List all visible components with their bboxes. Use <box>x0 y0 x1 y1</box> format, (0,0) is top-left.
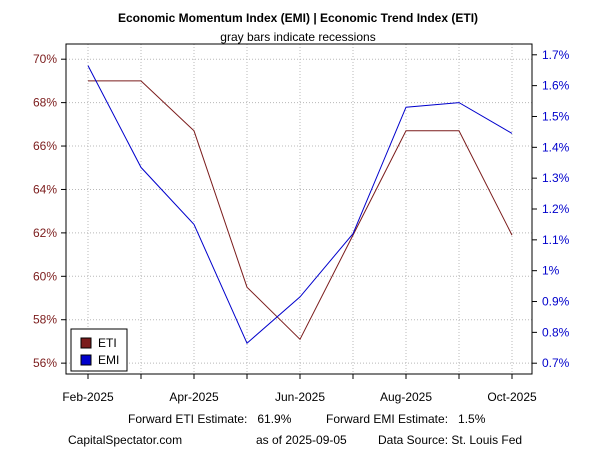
chart-subtitle: gray bars indicate recessions <box>220 30 375 44</box>
x-tick-label: Feb-2025 <box>62 390 114 404</box>
series-lines <box>87 65 513 345</box>
left-tick-label: 56% <box>33 356 57 370</box>
left-tick-label: 70% <box>33 52 57 66</box>
chart-title: Economic Momentum Index (EMI) | Economic… <box>118 11 478 25</box>
right-tick-label: 1.2% <box>542 202 570 216</box>
axes: Feb-2025 Apr-2025 Jun-2025 Aug-2025 Oct-2025… <box>33 48 570 404</box>
source-site: CapitalSpectator.com <box>68 433 182 447</box>
forward-emi-estimate: Forward EMI Estimate: 1.5% <box>326 412 486 426</box>
forward-eti-estimate: Forward ETI Estimate: 61.9% <box>128 412 292 426</box>
data-source: Data Source: St. Louis Fed <box>378 433 522 447</box>
legend-box <box>70 328 128 372</box>
right-tick-label: 1.5% <box>542 109 570 123</box>
as-of-date: as of 2025-09-05 <box>256 433 347 447</box>
left-tick-label: 58% <box>33 313 57 327</box>
left-tick-label: 62% <box>33 226 57 240</box>
legend: ETI EMI <box>70 328 128 372</box>
series-line-emi <box>87 65 513 345</box>
legend-label-emi: EMI <box>98 353 119 367</box>
left-tick-label: 66% <box>33 139 57 153</box>
x-tick-label: Jun-2025 <box>275 390 325 404</box>
left-tick-label: 60% <box>33 269 57 283</box>
grid <box>66 44 532 374</box>
right-tick-label: 0.8% <box>542 325 570 339</box>
right-tick-label: 1.4% <box>542 140 570 154</box>
right-tick-label: 1.1% <box>542 233 570 247</box>
legend-swatch-emi <box>80 354 92 366</box>
legend-swatch-eti <box>80 337 92 349</box>
right-tick-label: 0.7% <box>542 356 570 370</box>
x-tick-label: Apr-2025 <box>169 390 219 404</box>
right-tick-label: 1% <box>542 264 560 278</box>
left-tick-label: 64% <box>33 182 57 196</box>
right-tick-label: 1.7% <box>542 48 570 62</box>
x-tick-label: Aug-2025 <box>380 390 432 404</box>
right-tick-label: 1.3% <box>542 171 570 185</box>
x-tick-label: Oct-2025 <box>487 390 537 404</box>
right-tick-label: 0.9% <box>542 295 570 309</box>
plot-frame <box>65 43 533 375</box>
series-line-eti <box>88 80 513 341</box>
right-tick-label: 1.6% <box>542 79 570 93</box>
left-tick-label: 68% <box>33 96 57 110</box>
legend-label-eti: ETI <box>98 336 117 350</box>
